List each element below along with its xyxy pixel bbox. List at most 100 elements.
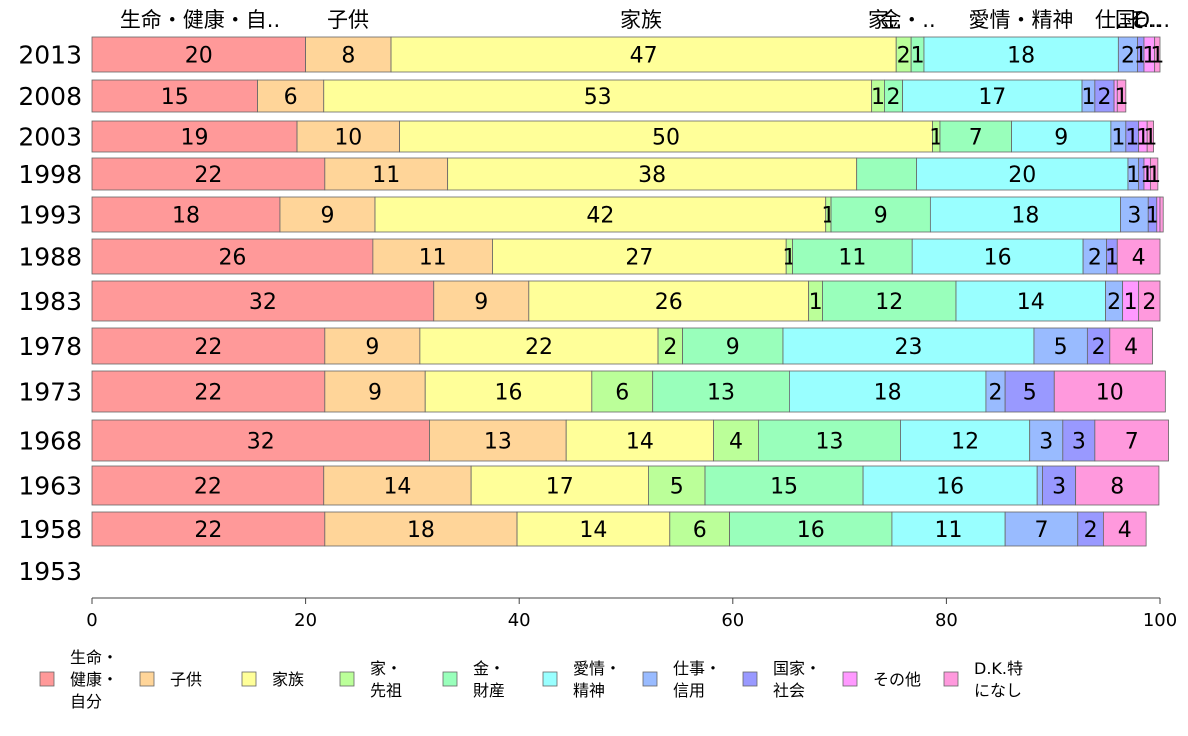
- data-label-1958-6: 7: [1034, 518, 1048, 543]
- legend-label: 金・: [473, 659, 505, 678]
- bar-segment-1978-0: [91, 327, 326, 365]
- data-label-1983-0: 32: [249, 290, 277, 315]
- data-label-1978-1: 9: [365, 335, 379, 360]
- legend-swatch: [842, 671, 858, 687]
- data-label-1988-7: 1: [1105, 246, 1119, 271]
- x-axis: 0 20 40 60 80 100: [86, 597, 1177, 631]
- bar-segment-2003-2: [399, 120, 933, 153]
- bar-segment-1993-8: [1156, 196, 1161, 233]
- legend-swatch: [542, 671, 558, 687]
- data-label-1988-2: 27: [625, 246, 653, 271]
- legend-item-8: その他: [842, 670, 921, 689]
- bar-segment-1958-9: [1102, 511, 1147, 547]
- top-label-8: そ..: [1127, 8, 1161, 32]
- data-label-2003-6: 1: [1111, 126, 1125, 151]
- legend-label: 仕事・: [673, 659, 721, 678]
- data-label-1988-1: 11: [419, 246, 447, 271]
- bar-row-2003: 19 10 50 1 7 9 1 111: [91, 120, 1157, 153]
- data-label-1993-0: 18: [172, 204, 200, 229]
- data-label-1973-9: 10: [1096, 381, 1124, 406]
- bar-segment-1998-2: [447, 157, 858, 191]
- data-label-1993-7: 1: [1146, 204, 1160, 229]
- top-label-4: 金・..: [880, 8, 935, 32]
- legend-item-5: 愛情・精神: [542, 659, 621, 700]
- legend-swatch: [943, 671, 959, 687]
- data-label-1958-9: 4: [1118, 518, 1132, 543]
- data-label-1973-7: 5: [1023, 381, 1037, 406]
- bar-segment-1998-4: [856, 157, 917, 191]
- data-label-2003-9: 1: [1143, 126, 1157, 151]
- x-tick-label-80: 80: [935, 610, 958, 631]
- data-label-2013-4: 1: [911, 44, 925, 69]
- data-label-2008-1: 6: [284, 85, 298, 110]
- data-label-1978-5: 23: [894, 335, 922, 360]
- bar-segment-1993-5: [929, 196, 1121, 233]
- bar-segment-1963-6: [1036, 465, 1043, 506]
- data-label-1958-7: 2: [1084, 518, 1098, 543]
- bar-segment-2008-5: [902, 79, 1083, 113]
- data-label-1973-1: 9: [368, 381, 382, 406]
- data-label-2003-7: 1: [1125, 126, 1139, 151]
- data-label-1973-3: 6: [615, 381, 629, 406]
- data-label-1963-4: 15: [770, 475, 798, 500]
- x-tick-label-40: 40: [508, 610, 531, 631]
- data-label-2003-2: 50: [652, 126, 680, 151]
- data-label-2008-3: 1: [871, 85, 885, 110]
- bar-row-1998: 22 11 38 20 1 11: [91, 157, 1161, 191]
- bar-segment-2008-0: [91, 79, 258, 113]
- bar-segment-1983-0: [91, 280, 435, 322]
- data-label-1968-5: 12: [951, 430, 979, 455]
- bar-segment-1958-5: [891, 511, 1006, 547]
- legend-label: 自分: [70, 692, 102, 711]
- bar-segment-2013-0: [91, 36, 307, 73]
- data-label-1963-3: 5: [670, 475, 684, 500]
- data-label-1978-0: 22: [194, 335, 222, 360]
- year-label-1963: 1963: [18, 472, 82, 501]
- bar-segment-1988-5: [911, 238, 1084, 275]
- bar-row-1973: 22 9 16 6 13 18 2 5 10: [91, 370, 1166, 413]
- year-label-1973: 1973: [18, 378, 82, 407]
- legend-item-7: 国家・社会: [742, 659, 821, 700]
- legend-label: 信用: [673, 681, 705, 700]
- data-label-1983-1: 9: [474, 290, 488, 315]
- legend-label: 精神: [573, 681, 605, 700]
- bar-segment-1958-6: [1004, 511, 1079, 547]
- legend-swatch: [339, 671, 355, 687]
- bar-row-1993: 18 9 42 1 9 18 3 1: [91, 196, 1164, 233]
- data-label-2003-1: 10: [334, 126, 362, 151]
- year-label-2003: 2003: [18, 123, 82, 152]
- data-label-1958-3: 6: [693, 518, 707, 543]
- data-label-2003-0: 19: [181, 126, 209, 151]
- data-label-1963-5: 16: [936, 475, 964, 500]
- bar-segment-1958-1: [324, 511, 518, 547]
- x-tick-label-100: 100: [1143, 610, 1177, 631]
- year-label-2013: 2013: [18, 41, 82, 70]
- bar-row-2008: 15 6 53 1 2 17 1 2 1: [91, 79, 1129, 113]
- data-label-1968-9: 7: [1125, 430, 1139, 455]
- legend-label: 先祖: [370, 681, 402, 700]
- data-label-1988-0: 26: [218, 246, 246, 271]
- data-label-1968-7: 3: [1072, 430, 1086, 455]
- data-label-2008-6: 1: [1081, 85, 1095, 110]
- bar-segment-1988-9: [1116, 238, 1161, 275]
- data-label-1973-6: 2: [989, 381, 1003, 406]
- data-label-1973-0: 22: [194, 381, 222, 406]
- data-label-1958-2: 14: [579, 518, 607, 543]
- year-label-2008: 2008: [18, 82, 82, 111]
- bar-segment-1968-3: [713, 419, 759, 462]
- data-label-1968-0: 32: [247, 430, 275, 455]
- legend-label: 財産: [473, 681, 505, 700]
- data-label-1988-4: 11: [838, 246, 866, 271]
- bar-segment-1983-9: [1138, 280, 1161, 322]
- legend-label: 健康・: [70, 670, 118, 689]
- data-label-1978-3: 2: [663, 335, 677, 360]
- bar-segment-1958-2: [516, 511, 671, 547]
- year-label-1993: 1993: [18, 201, 82, 230]
- bar-segment-1968-1: [429, 419, 567, 462]
- data-label-1988-9: 4: [1132, 246, 1146, 271]
- bar-segment-1978-2: [419, 327, 659, 365]
- year-axis-labels: 2013 2008 2003 1998 1993 1988 1983 1978 1973 1968…: [18, 41, 82, 587]
- data-label-2003-8: 1: [1136, 126, 1150, 151]
- bar-segment-1963-3: [648, 465, 706, 506]
